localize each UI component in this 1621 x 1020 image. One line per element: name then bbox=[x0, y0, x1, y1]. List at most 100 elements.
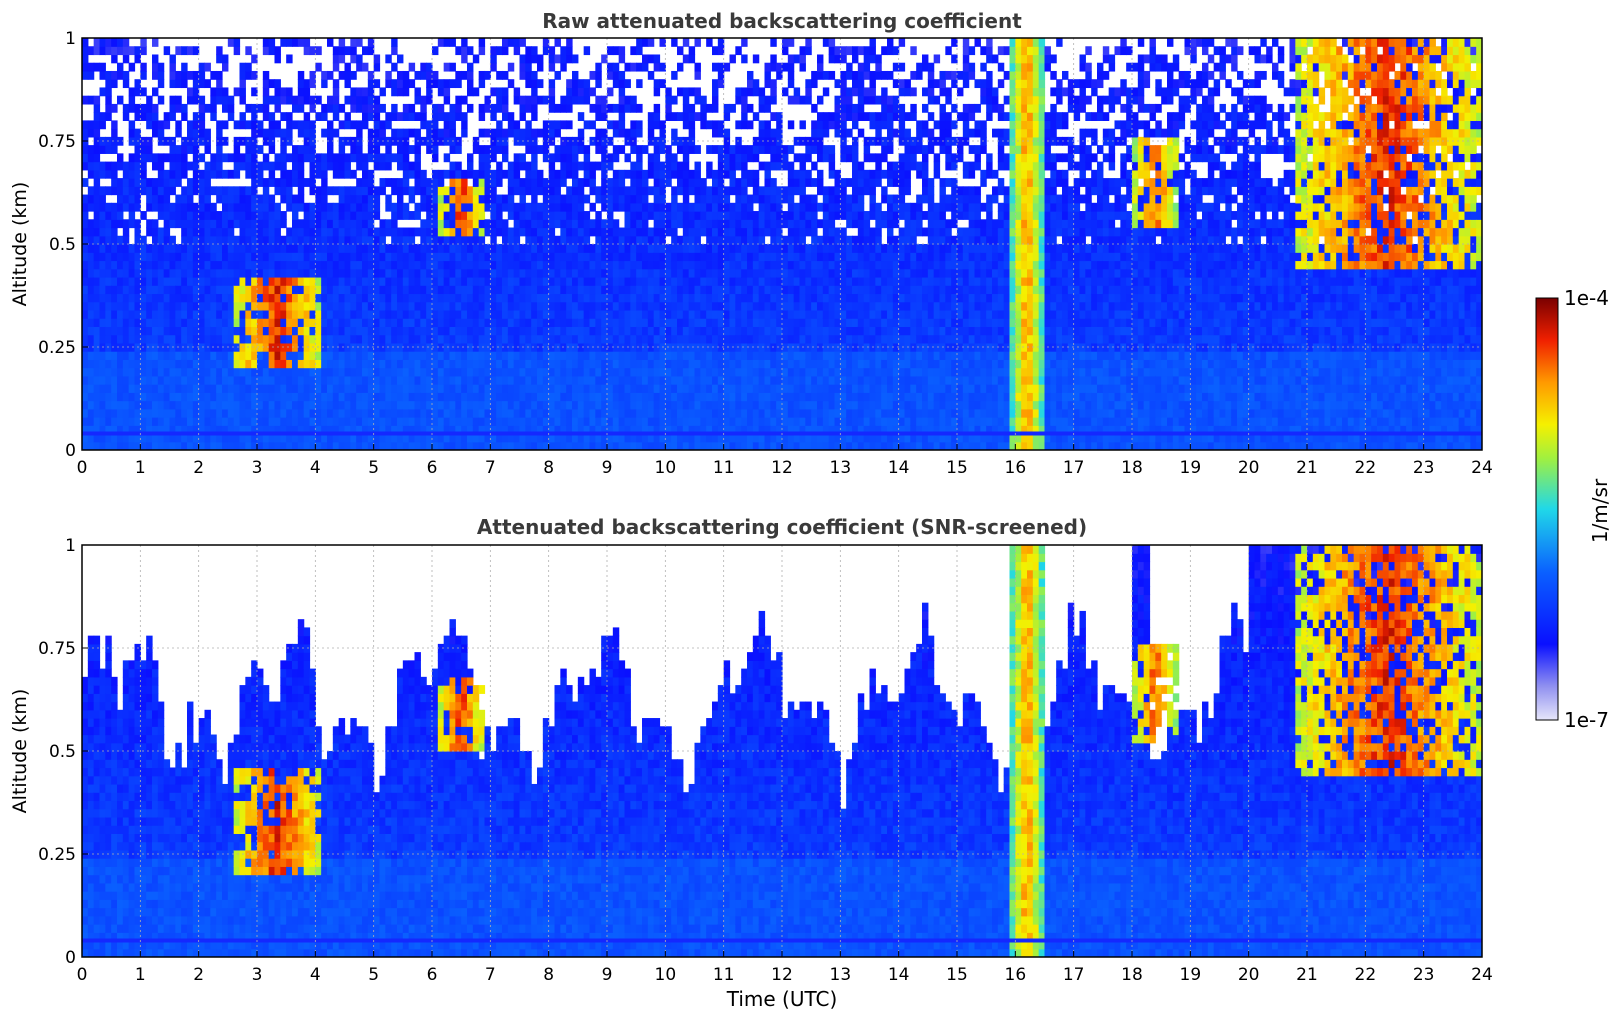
heatmap-cell bbox=[671, 351, 678, 360]
heatmap-cell bbox=[210, 244, 217, 253]
heatmap-cell bbox=[397, 392, 404, 402]
heatmap-cell bbox=[297, 95, 305, 105]
heatmap-cell bbox=[385, 293, 392, 303]
heatmap-cell bbox=[723, 62, 731, 72]
heatmap-cell bbox=[245, 318, 252, 327]
heatmap-cell bbox=[502, 375, 509, 385]
heatmap-cell bbox=[204, 425, 211, 435]
heatmap-cell bbox=[87, 128, 95, 138]
heatmap-cell bbox=[548, 276, 556, 286]
heatmap-cell bbox=[712, 103, 719, 113]
heatmap-cell bbox=[548, 252, 556, 262]
heatmap-cell bbox=[175, 425, 182, 435]
heatmap-cell bbox=[82, 334, 89, 344]
heatmap-cell bbox=[461, 202, 468, 212]
heatmap-cell bbox=[624, 425, 631, 435]
heatmap-cell bbox=[93, 260, 101, 270]
heatmap-cell bbox=[128, 219, 136, 229]
heatmap-cell bbox=[93, 417, 101, 426]
heatmap-cell bbox=[577, 309, 585, 319]
heatmap-cell bbox=[630, 351, 637, 360]
heatmap-cell bbox=[665, 384, 672, 393]
heatmap-cell bbox=[268, 161, 276, 171]
heatmap-cell bbox=[484, 318, 491, 327]
heatmap-cell bbox=[117, 260, 124, 270]
heatmap-cell bbox=[437, 112, 445, 121]
heatmap-cell bbox=[414, 441, 421, 450]
heatmap-cell bbox=[758, 252, 766, 262]
heatmap-cell bbox=[717, 194, 725, 204]
heatmap-cell bbox=[595, 334, 602, 344]
heatmap-cell bbox=[443, 309, 451, 319]
heatmap-cell bbox=[105, 441, 112, 450]
heatmap-cell bbox=[624, 260, 631, 270]
heatmap-cell bbox=[122, 227, 130, 237]
heatmap-cell bbox=[461, 276, 468, 286]
heatmap-cell bbox=[449, 178, 456, 187]
heatmap-cell bbox=[87, 244, 95, 253]
heatmap-cell bbox=[391, 211, 398, 220]
heatmap-cell bbox=[93, 235, 101, 245]
heatmap-cell bbox=[391, 87, 398, 97]
heatmap-cell bbox=[426, 219, 433, 229]
heatmap-cell bbox=[449, 408, 456, 418]
heatmap-cell bbox=[636, 326, 643, 336]
heatmap-cell bbox=[467, 359, 474, 369]
heatmap-cell bbox=[140, 326, 147, 336]
heatmap-cell bbox=[87, 293, 95, 303]
heatmap-cell bbox=[286, 120, 293, 130]
heatmap-cell bbox=[321, 235, 328, 245]
heatmap-cell bbox=[402, 153, 410, 163]
heatmap-cell bbox=[245, 62, 252, 72]
heatmap-cell bbox=[245, 375, 252, 385]
heatmap-cell bbox=[163, 425, 171, 435]
heatmap-cell bbox=[362, 103, 369, 113]
heatmap-cell bbox=[251, 318, 258, 327]
heatmap-cell bbox=[233, 293, 241, 303]
heatmap-cell bbox=[117, 392, 124, 402]
heatmap-cell bbox=[677, 87, 684, 97]
heatmap-cell bbox=[671, 400, 678, 410]
heatmap-cell bbox=[706, 417, 713, 426]
heatmap-cell bbox=[717, 145, 725, 154]
heatmap-cell bbox=[93, 276, 101, 286]
heatmap-cell bbox=[566, 318, 573, 327]
heatmap-cell bbox=[391, 202, 398, 212]
heatmap-cell bbox=[747, 79, 754, 89]
heatmap-cell bbox=[653, 145, 661, 154]
heatmap-cell bbox=[630, 103, 637, 113]
heatmap-cell bbox=[636, 219, 643, 229]
heatmap-cell bbox=[531, 87, 538, 97]
heatmap-cell bbox=[391, 293, 398, 303]
heatmap-cell bbox=[577, 384, 585, 393]
heatmap-cell bbox=[688, 235, 696, 245]
heatmap-cell bbox=[385, 392, 392, 402]
heatmap-cell bbox=[437, 384, 445, 393]
heatmap-cell bbox=[671, 219, 678, 229]
heatmap-cell bbox=[163, 235, 171, 245]
heatmap-cell bbox=[630, 268, 637, 278]
heatmap-cell bbox=[426, 202, 433, 212]
heatmap-cell bbox=[729, 293, 736, 303]
heatmap-cell bbox=[426, 186, 433, 196]
heatmap-cell bbox=[542, 136, 550, 146]
heatmap-cell bbox=[122, 38, 130, 47]
heatmap-cell bbox=[589, 120, 596, 130]
heatmap-cell bbox=[181, 359, 188, 369]
heatmap-cell bbox=[315, 202, 322, 212]
heatmap-cell bbox=[624, 244, 631, 253]
heatmap-cell bbox=[268, 260, 276, 270]
heatmap-cell bbox=[525, 301, 532, 311]
heatmap-cell bbox=[490, 392, 497, 402]
heatmap-cell bbox=[350, 285, 357, 295]
heatmap-cell bbox=[706, 334, 713, 344]
heatmap-cell bbox=[484, 219, 491, 229]
heatmap-cell bbox=[414, 252, 421, 262]
heatmap-cell bbox=[327, 161, 334, 171]
heatmap-cell bbox=[677, 178, 684, 187]
heatmap-cell bbox=[402, 178, 410, 187]
heatmap-cell bbox=[636, 194, 643, 204]
heatmap-cell bbox=[601, 293, 608, 303]
heatmap-cell bbox=[618, 169, 626, 179]
heatmap-cell bbox=[735, 301, 742, 311]
